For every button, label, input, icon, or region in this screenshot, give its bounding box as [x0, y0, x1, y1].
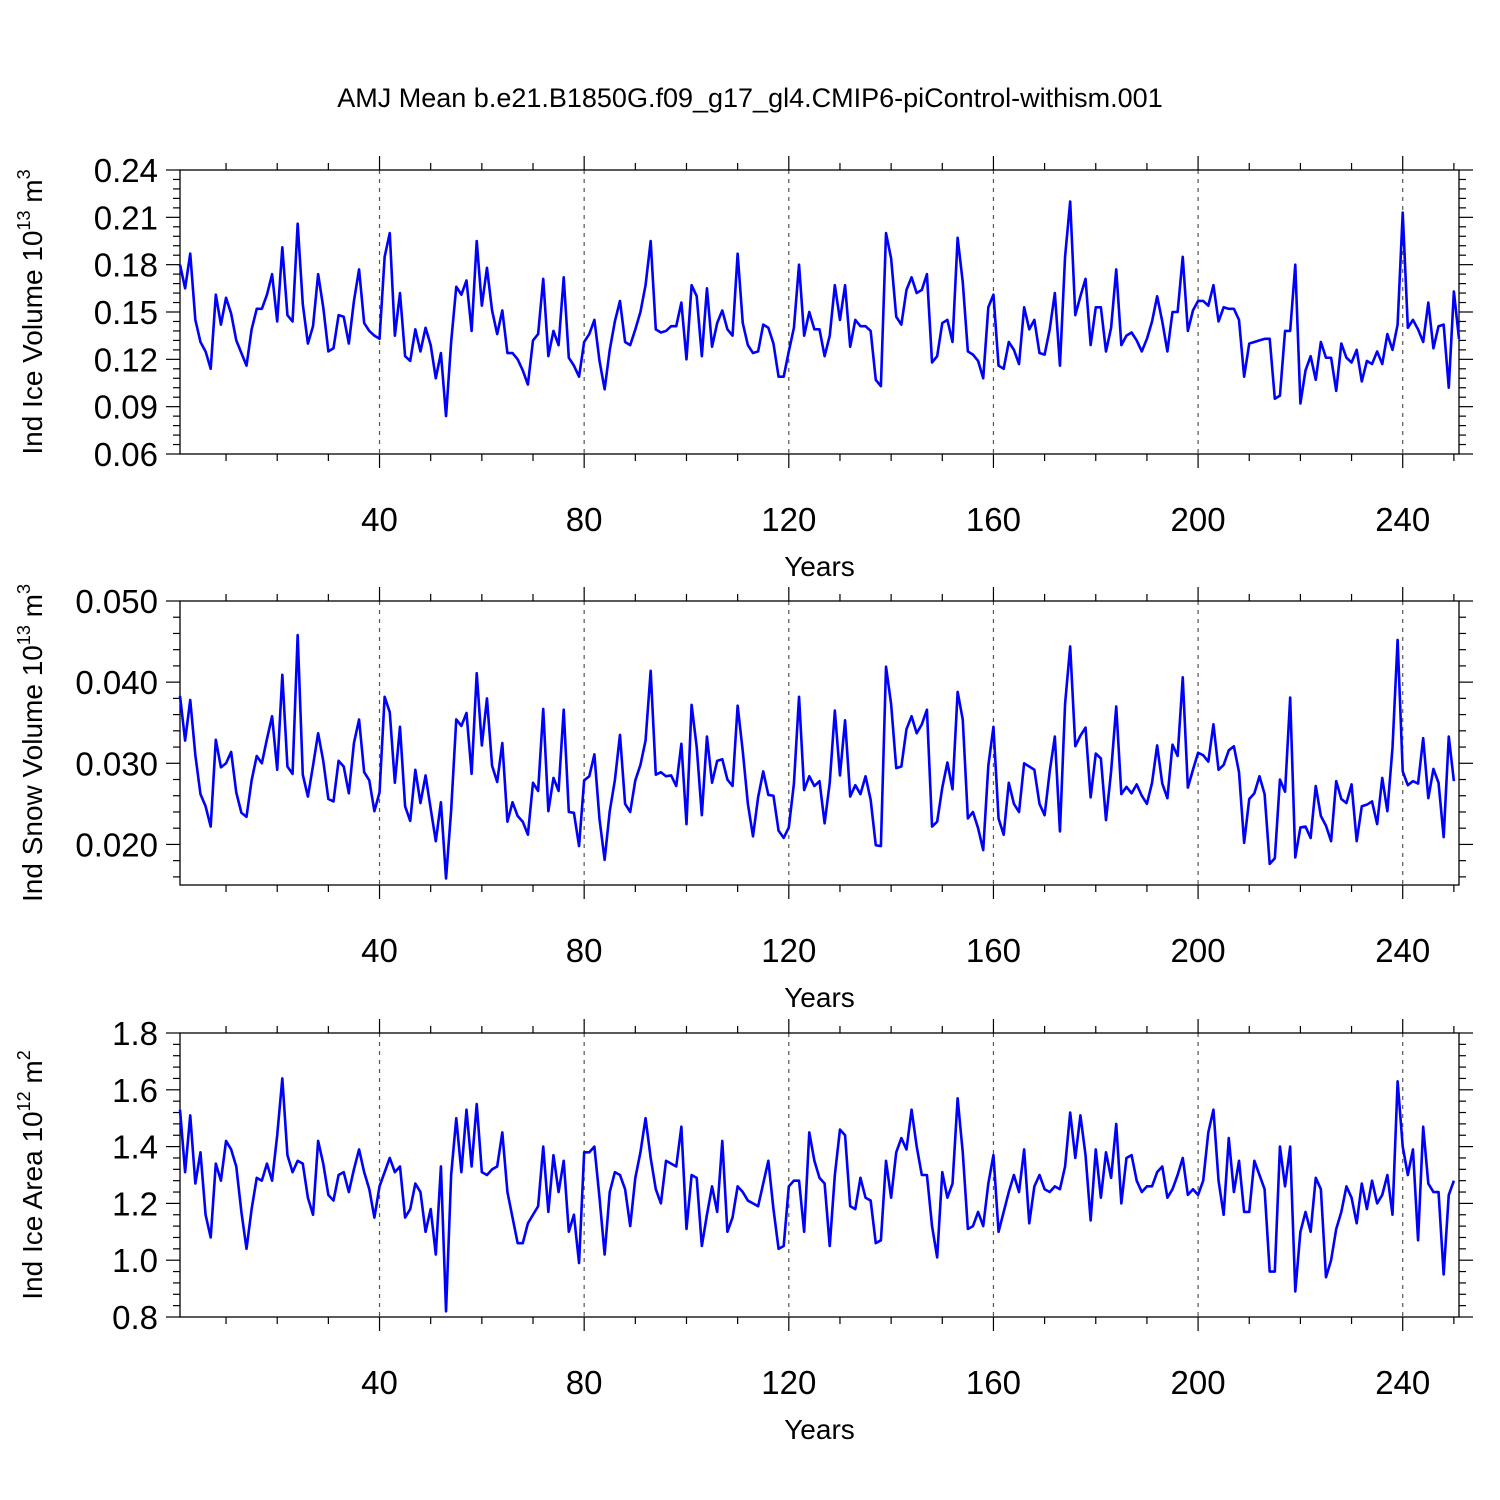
- ice-volume-y-tick-label: 0.12: [94, 341, 158, 378]
- snow-volume-y-axis-title-part: 13: [14, 625, 34, 645]
- ice-volume-y-axis-title-part: 13: [14, 210, 34, 230]
- snow-volume-y-axis-title-part: 3: [14, 584, 34, 594]
- ice-area-panel: 40 80 120 160 200 240 0.8 1.0 1.2 1.4 1.6 1.8 Years I…: [14, 1015, 1473, 1445]
- ice-area-series-line: [178, 1077, 1456, 1313]
- snow-volume-x-tick-label: 160: [966, 932, 1021, 969]
- ice-area-x-axis-title: Years: [784, 1414, 855, 1445]
- snow-volume-y-tick-label: 0.030: [75, 745, 158, 782]
- ice-volume-x-tick-label: 160: [966, 501, 1021, 538]
- ice-volume-x-tick-label: 240: [1375, 501, 1430, 538]
- snow-volume-y-axis-title-part: m: [17, 594, 48, 625]
- panels-group: 40 80 120 160 200 2400.060.090.120.150.180.21…: [14, 152, 1473, 1445]
- ice-volume-y-tick-label: 0.06: [94, 436, 158, 473]
- ice-area-y-tick-label: 1.8: [112, 1015, 158, 1052]
- ice-area-y-axis-title-part: 12: [14, 1091, 34, 1111]
- ice-volume-y-tick-label: 0.09: [94, 389, 158, 426]
- ice-volume-y-tick-label: 0.24: [94, 152, 158, 189]
- ice-area-plot-frame: [179, 1032, 1460, 1318]
- snow-volume-x-tick-label: 240: [1375, 932, 1430, 969]
- ice-area-y-axis-title-part: m: [17, 1060, 48, 1091]
- ice-volume-panel: 40 80 120 160 200 240 0.06 0.09 0.12 0.15 0.18 0.21…: [14, 152, 1473, 582]
- ice-area-y-axis-title: Ind Ice Area 1012 m2: [14, 1050, 48, 1300]
- snow-volume-y-tick-label: 0.050: [75, 583, 158, 620]
- ice-volume-y-tick-label: 0.21: [94, 199, 158, 236]
- ice-area-x-tick-label: 240: [1375, 1364, 1430, 1401]
- ice-area-x-tick-label: 80: [566, 1364, 603, 1401]
- ice-area-x-tick-label: 200: [1171, 1364, 1226, 1401]
- snow-volume-x-tick-label: 200: [1171, 932, 1226, 969]
- ice-volume-series-line: [178, 200, 1461, 418]
- snow-volume-x-axis-title: Years: [784, 982, 855, 1013]
- snow-volume-x-tick-label: 40: [361, 932, 398, 969]
- snow-volume-series-line: [178, 633, 1456, 880]
- ice-area-y-axis-title-part: Ind Ice Area 10: [17, 1111, 48, 1299]
- ice-area-y-tick-label: 1.4: [112, 1129, 158, 1166]
- ice-area-x-tick-label: 120: [761, 1364, 816, 1401]
- ice-volume-x-tick-label: 80: [566, 501, 603, 538]
- ice-volume-y-axis-title-part: Ind Ice Volume 10: [17, 231, 48, 455]
- ice-volume-y-axis-title-part: 3: [14, 169, 34, 179]
- ice-volume-y-tick-label: 0.15: [94, 294, 158, 331]
- snow-volume-x-tick-label: 120: [761, 932, 816, 969]
- ice-volume-x-tick-label: 120: [761, 501, 816, 538]
- ice-area-x-tick-label: 160: [966, 1364, 1021, 1401]
- ice-area-y-axis-title-part: 2: [14, 1050, 34, 1060]
- snow-volume-y-tick-label: 0.020: [75, 826, 158, 863]
- snow-volume-plot-frame: [179, 600, 1460, 886]
- ice-area-x-tick-label: 40: [361, 1364, 398, 1401]
- ice-area-y-tick-label: 1.0: [112, 1242, 158, 1279]
- ice-area-y-tick-label: 1.2: [112, 1185, 158, 1222]
- snow-volume-panel: 40 80 120 160 200 240 0.020 0.030 0.040 0.050 Year…: [14, 583, 1473, 1013]
- figure-title: AMJ Mean b.e21.B1850G.f09_g17_gl4.CMIP6-…: [337, 83, 1162, 113]
- ice-volume-plot-frame: [179, 169, 1460, 455]
- snow-volume-y-axis-title-part: Ind Snow Volume 10: [17, 645, 48, 902]
- ice-volume-y-axis-title: Ind Ice Volume 1013 m3: [14, 169, 48, 454]
- ice-area-y-tick-label: 1.6: [112, 1072, 158, 1109]
- snow-volume-y-axis-title: Ind Snow Volume 1013 m3: [14, 584, 48, 902]
- ice-area-y-tick-label: 0.8: [112, 1299, 158, 1336]
- snow-volume-x-tick-label: 80: [566, 932, 603, 969]
- ice-volume-x-axis-title: Years: [784, 551, 855, 582]
- ice-volume-y-axis-title-part: m: [17, 179, 48, 210]
- snow-volume-y-tick-label: 0.040: [75, 664, 158, 701]
- ice-volume-x-tick-label: 40: [361, 501, 398, 538]
- ice-volume-x-tick-label: 200: [1171, 501, 1226, 538]
- ice-volume-y-tick-label: 0.18: [94, 247, 158, 284]
